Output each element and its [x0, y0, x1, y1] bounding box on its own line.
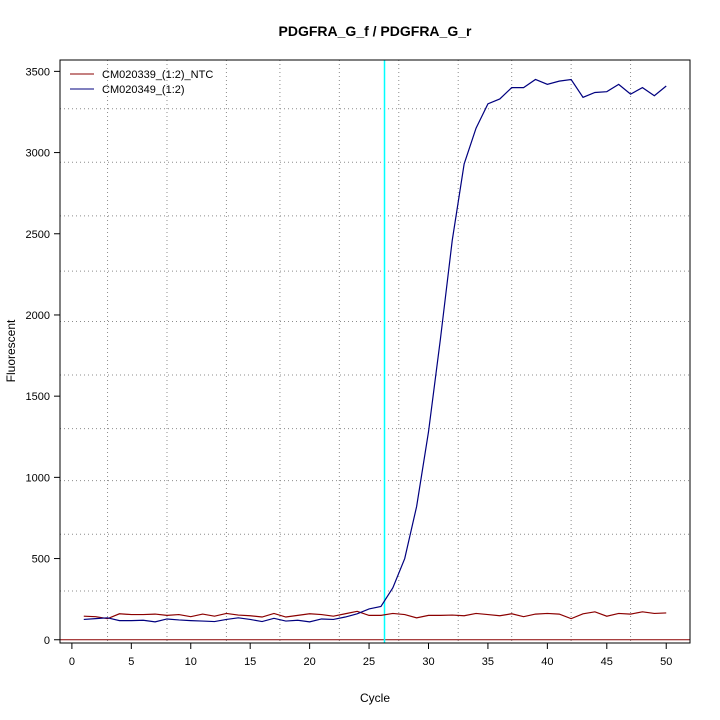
chart-title: PDGFRA_G_f / PDGFRA_G_r: [279, 23, 472, 39]
x-tick-label-5: 25: [363, 656, 375, 668]
x-axis-label: Cycle: [360, 691, 390, 705]
x-tick-label-2: 10: [185, 656, 197, 668]
x-tick-label-1: 5: [128, 656, 134, 668]
x-tick-label-10: 50: [660, 656, 672, 668]
y-tick-label-5: 2500: [26, 229, 50, 241]
y-tick-label-3: 1500: [26, 391, 50, 403]
x-tick-label-7: 35: [482, 656, 494, 668]
plot-frame: [60, 60, 690, 643]
x-tick-label-9: 45: [601, 656, 613, 668]
y-tick-label-1: 500: [32, 554, 50, 566]
x-tick-label-8: 40: [541, 656, 553, 668]
y-tick-label-4: 2000: [26, 310, 50, 322]
series-line-0: [84, 611, 666, 618]
y-tick-label-7: 3500: [26, 66, 50, 78]
x-tick-label-6: 30: [422, 656, 434, 668]
legend: CM020339_(1:2)_NTC CM020349_(1:2): [70, 69, 213, 96]
y-axis-label: Fluorescent: [4, 319, 18, 382]
x-tick-label-3: 15: [244, 656, 256, 668]
x-tick-label-0: 0: [69, 656, 75, 668]
y-tick-label-6: 3000: [26, 148, 50, 160]
axes: 0 5 10 15 20 25 30 35 40 45 5005001000150020002500…: [26, 66, 673, 668]
series-line-1: [84, 79, 666, 621]
legend-label-sample: CM020349_(1:2): [102, 84, 185, 96]
y-tick-label-0: 0: [44, 635, 50, 647]
series-layer: [84, 79, 666, 621]
legend-label-ntc: CM020339_(1:2)_NTC: [102, 69, 213, 81]
grid-lines: [60, 60, 690, 643]
x-tick-label-4: 20: [303, 656, 315, 668]
y-tick-label-2: 1000: [26, 472, 50, 484]
